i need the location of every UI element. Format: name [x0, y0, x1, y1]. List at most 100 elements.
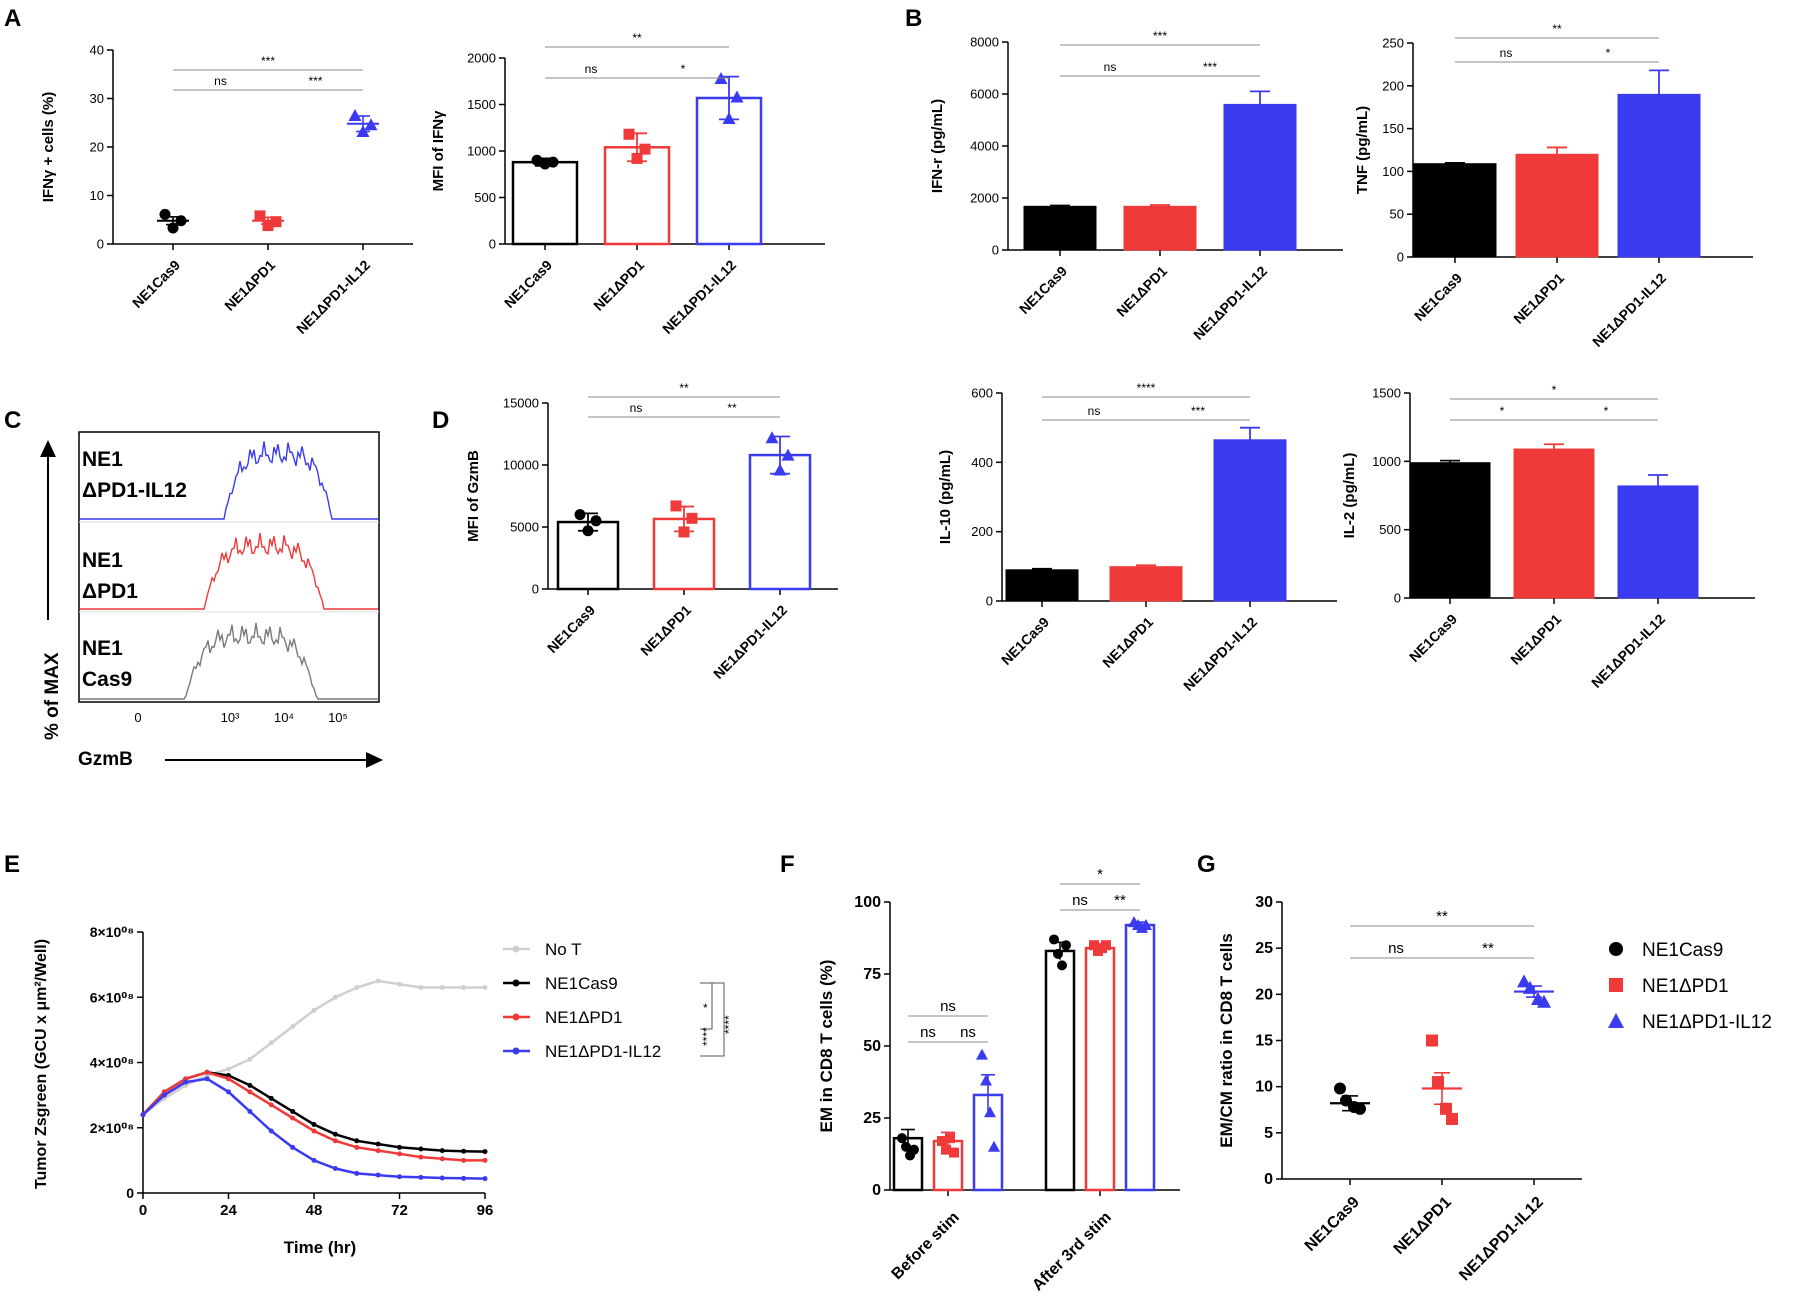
x-axis-arrowhead	[366, 752, 383, 768]
data-point-triangle	[730, 90, 744, 103]
x-tick-label: NE1ΔPD1-IL12	[293, 257, 373, 337]
data-point-triangle	[1517, 974, 1531, 988]
data-point-square	[670, 500, 682, 512]
significance-label: ns	[214, 74, 227, 88]
y-tick-label: 150	[1382, 121, 1404, 136]
y-tick-label: 75	[863, 966, 881, 983]
series-point	[204, 1076, 210, 1082]
y-tick-label: 25	[863, 1110, 881, 1127]
x-axis-label: Time (hr)	[284, 1238, 356, 1257]
y-tick-label: 10	[1255, 1079, 1273, 1096]
y-tick-label: 30	[90, 91, 104, 106]
x-tick-label: NE1Cas9	[1406, 611, 1460, 665]
significance-label: *	[1606, 46, 1611, 60]
panel-label-c: C	[4, 407, 21, 434]
significance-label: ns	[1388, 940, 1404, 957]
y-tick-label: 500	[1379, 522, 1401, 537]
data-point-circle	[909, 1144, 919, 1155]
y-tick-label: 0	[1397, 250, 1404, 265]
significance-label: **	[679, 381, 689, 395]
data-point-triangle	[976, 1048, 988, 1060]
significance-label: ****	[722, 1015, 736, 1034]
histogram-label-line2: ΔPD1-IL12	[82, 479, 187, 502]
data-point-triangle	[1537, 994, 1551, 1008]
series-point	[226, 1076, 231, 1082]
data-point-square	[941, 1144, 951, 1155]
series-point	[247, 1108, 253, 1114]
y-tick-label: 250	[1382, 36, 1404, 51]
significance-label: **	[727, 401, 737, 415]
data-point-triangle	[988, 1140, 1000, 1152]
data-point-triangle	[722, 111, 736, 124]
y-axis-label: MFI of IFNγ	[430, 110, 447, 191]
series-point	[247, 1056, 253, 1062]
significance-label: *	[681, 62, 686, 76]
y-axis-arrowhead	[40, 440, 56, 457]
data-point-square	[937, 1136, 947, 1147]
bar	[1413, 163, 1497, 258]
significance-label: *	[1604, 404, 1609, 418]
axis-ticks: 0 24 48 72 96 0 2×10⁰⁸ 4×10⁰⁸ 6×10⁰⁸ 8×10⁰⁸	[90, 924, 494, 1219]
data-point-triangle	[1140, 919, 1152, 931]
histogram-trace-cas9	[80, 622, 378, 700]
x-tick-label: Before stim	[889, 1209, 963, 1283]
panel-label-d: D	[432, 407, 449, 434]
x-tick-label: NE1ΔPD1	[1099, 614, 1156, 671]
series-line	[142, 979, 485, 1116]
y-tick-label: 0	[872, 1182, 881, 1199]
significance-label: ns	[1072, 892, 1088, 909]
legend-label: NE1ΔPD1-IL12	[545, 1042, 661, 1061]
y-axis-label: IL-2 (pg/mL)	[1341, 453, 1358, 539]
significance-label: ns	[1104, 60, 1117, 74]
x-tick-label: NE1Cas9	[1016, 263, 1070, 317]
significance-label: *	[1552, 383, 1557, 397]
significance-label: ns	[585, 62, 598, 76]
x-tick-label: NE1ΔPD1	[1507, 611, 1564, 668]
y-tick-label: 8000	[970, 35, 999, 50]
series-point	[397, 1151, 402, 1157]
series-point	[354, 1144, 360, 1150]
y-tick-label: 0	[532, 582, 539, 597]
series-point	[268, 1040, 274, 1046]
series-lines	[140, 978, 488, 1182]
histogram-label-line1: NE1	[82, 448, 123, 471]
y-tick-label: 50	[1390, 207, 1404, 222]
significance-label: ns	[1500, 46, 1513, 60]
legend-label: NE1ΔPD1	[1642, 976, 1729, 997]
data-point-square	[678, 526, 690, 538]
bar	[1109, 566, 1183, 602]
bar	[1124, 923, 1156, 1192]
series-point	[418, 984, 424, 990]
series-point	[418, 1174, 424, 1180]
series-point	[397, 1174, 402, 1180]
significance-label: ***	[261, 54, 275, 68]
significance-label: **	[1482, 940, 1494, 957]
y-tick-label: 200	[1382, 78, 1404, 93]
legend-label: NE1Cas9	[1642, 940, 1723, 961]
y-tick-label: 1000	[467, 144, 496, 159]
y-tick-label: 20	[90, 140, 104, 155]
data-point-triangle	[356, 124, 370, 137]
significance-bracket	[700, 982, 725, 1057]
data-point-circle	[1354, 1102, 1366, 1115]
data-point-circle	[1053, 948, 1063, 959]
x-tick-label: NE1Cas9	[1302, 1194, 1363, 1255]
y-tick-label: 100	[1382, 164, 1404, 179]
data-point-triangle	[781, 448, 795, 461]
y-tick-label: 600	[971, 386, 993, 401]
chart-a-mfi-ifng: 0 500 1000 1500 2000 MFI of IFNγ NE1Cas9 NE1ΔPD…	[430, 31, 825, 337]
significance-label: **	[632, 31, 642, 45]
y-tick-label: 0	[992, 243, 999, 258]
x-tick-label: 0	[139, 1202, 147, 1219]
panel-label-f: F	[780, 851, 795, 878]
legend-label: NE1ΔPD1	[545, 1008, 623, 1027]
data-point-square	[1432, 1076, 1444, 1089]
x-tick-label: NE1Cas9	[501, 257, 555, 311]
y-tick-label: 10	[90, 188, 104, 203]
series-point	[268, 1128, 274, 1134]
panel-label-a: A	[4, 5, 21, 32]
x-tick-label: NE1ΔPD1-IL12	[1180, 614, 1260, 694]
y-tick-label: 1000	[1372, 454, 1401, 469]
series-point	[354, 1170, 360, 1176]
series-point	[204, 1069, 210, 1075]
